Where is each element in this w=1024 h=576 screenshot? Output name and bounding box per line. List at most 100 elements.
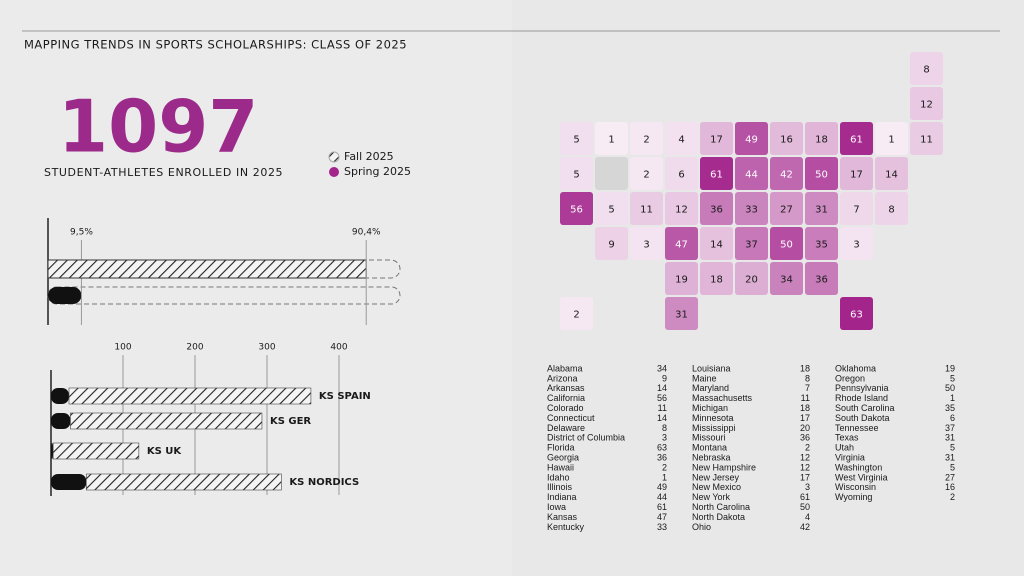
region-chart: 100 200 300 400 KS SPAIN KS GER KS UK KS NORDIC… [50, 343, 371, 496]
state-name: Idaho [547, 472, 570, 482]
state-value: 14 [657, 383, 667, 393]
state-value: 4 [805, 512, 810, 522]
state-value: 8 [805, 373, 810, 383]
state-value: 5 [950, 373, 955, 383]
legend-swatch [328, 151, 340, 163]
bar-segment [68, 387, 312, 405]
state-tile [700, 192, 733, 225]
state-tile [805, 192, 838, 225]
state-value: 63 [657, 443, 667, 453]
state-value: 6 [950, 413, 955, 423]
state-value: 14 [885, 170, 898, 181]
bar-segment [51, 474, 87, 490]
state-tile [665, 122, 698, 155]
state-name: Connecticut [547, 413, 595, 423]
state-tile [875, 122, 908, 155]
state-value: 2 [573, 310, 579, 321]
state-value: 3 [662, 433, 667, 443]
state-tile [840, 227, 873, 260]
state-name: Kansas [547, 512, 578, 522]
state-value: 7 [805, 383, 810, 393]
state-tile [700, 157, 733, 190]
bar-segment [51, 443, 54, 459]
bar [48, 287, 82, 304]
state-value: 33 [745, 205, 758, 216]
state-value: 44 [657, 492, 667, 502]
state-value: 1 [608, 135, 614, 146]
state-tile [595, 122, 628, 155]
state-value: 47 [657, 512, 667, 522]
state-value: 31 [675, 310, 688, 321]
state-name: Utah [835, 443, 854, 453]
no-data-tile [595, 157, 628, 190]
state-value: 50 [800, 502, 810, 512]
state-value: 18 [710, 275, 723, 286]
state-value: 8 [923, 65, 929, 76]
state-tile [770, 122, 803, 155]
state-tile [595, 192, 628, 225]
state-tile [910, 122, 943, 155]
state-name: New Mexico [692, 482, 741, 492]
state-tile [840, 297, 873, 330]
state-tile [840, 157, 873, 190]
state-tile [770, 227, 803, 260]
state-value: 14 [657, 413, 667, 423]
category-label: KS NORDICS [289, 477, 359, 488]
state-tile [910, 52, 943, 85]
state-tile [805, 262, 838, 295]
state-value: 44 [745, 170, 758, 181]
state-value: 31 [815, 205, 828, 216]
state-tile [875, 157, 908, 190]
state-value: 11 [640, 205, 653, 216]
state-name: Illinois [547, 482, 573, 492]
state-value: 50 [945, 383, 955, 393]
state-tile [805, 122, 838, 155]
stat-label: STUDENT-ATHLETES ENROLLED IN 2025 [44, 166, 283, 179]
state-value: 3 [853, 240, 859, 251]
bar-segment [51, 413, 71, 429]
state-name: New Jersey [692, 472, 740, 482]
state-value: 36 [710, 205, 723, 216]
track-outline [47, 286, 401, 305]
state-value: 12 [920, 100, 933, 111]
state-name: Michigan [692, 403, 728, 413]
state-tile [665, 297, 698, 330]
state-name: Pennsylvania [835, 383, 889, 393]
bar [47, 259, 367, 279]
state-tile [560, 192, 593, 225]
state-name: Tennessee [835, 423, 879, 433]
state-value: 12 [800, 462, 810, 472]
state-value: 5 [950, 462, 955, 472]
state-tile [630, 227, 663, 260]
category-label: KS SPAIN [319, 391, 371, 402]
state-value: 7 [853, 205, 859, 216]
state-tile [665, 192, 698, 225]
state-value: 42 [800, 522, 810, 532]
state-value: 36 [800, 433, 810, 443]
value-label: 9,5% [70, 228, 93, 238]
state-tile [875, 192, 908, 225]
state-tile [700, 227, 733, 260]
state-value: 12 [675, 205, 688, 216]
state-value: 14 [710, 240, 723, 251]
state-value: 2 [643, 135, 649, 146]
state-name: Louisiana [692, 363, 731, 373]
state-tile [840, 122, 873, 155]
state-value: 11 [658, 403, 667, 413]
state-name: Minnesota [692, 413, 734, 423]
state-value: 1 [662, 472, 667, 482]
state-value: 5 [573, 135, 579, 146]
state-name: District of Columbia [547, 433, 625, 443]
state-tile [630, 157, 663, 190]
state-name: Rhode Island [835, 393, 888, 403]
state-name: Indiana [547, 492, 577, 502]
state-name: West Virginia [835, 472, 888, 482]
state-tile [700, 262, 733, 295]
state-tile [805, 157, 838, 190]
state-value: 37 [745, 240, 758, 251]
state-value: 17 [800, 472, 810, 482]
state-value: 1 [888, 135, 894, 146]
bar-segment [51, 388, 69, 404]
state-name: South Dakota [835, 413, 890, 423]
state-value: 31 [945, 452, 955, 462]
